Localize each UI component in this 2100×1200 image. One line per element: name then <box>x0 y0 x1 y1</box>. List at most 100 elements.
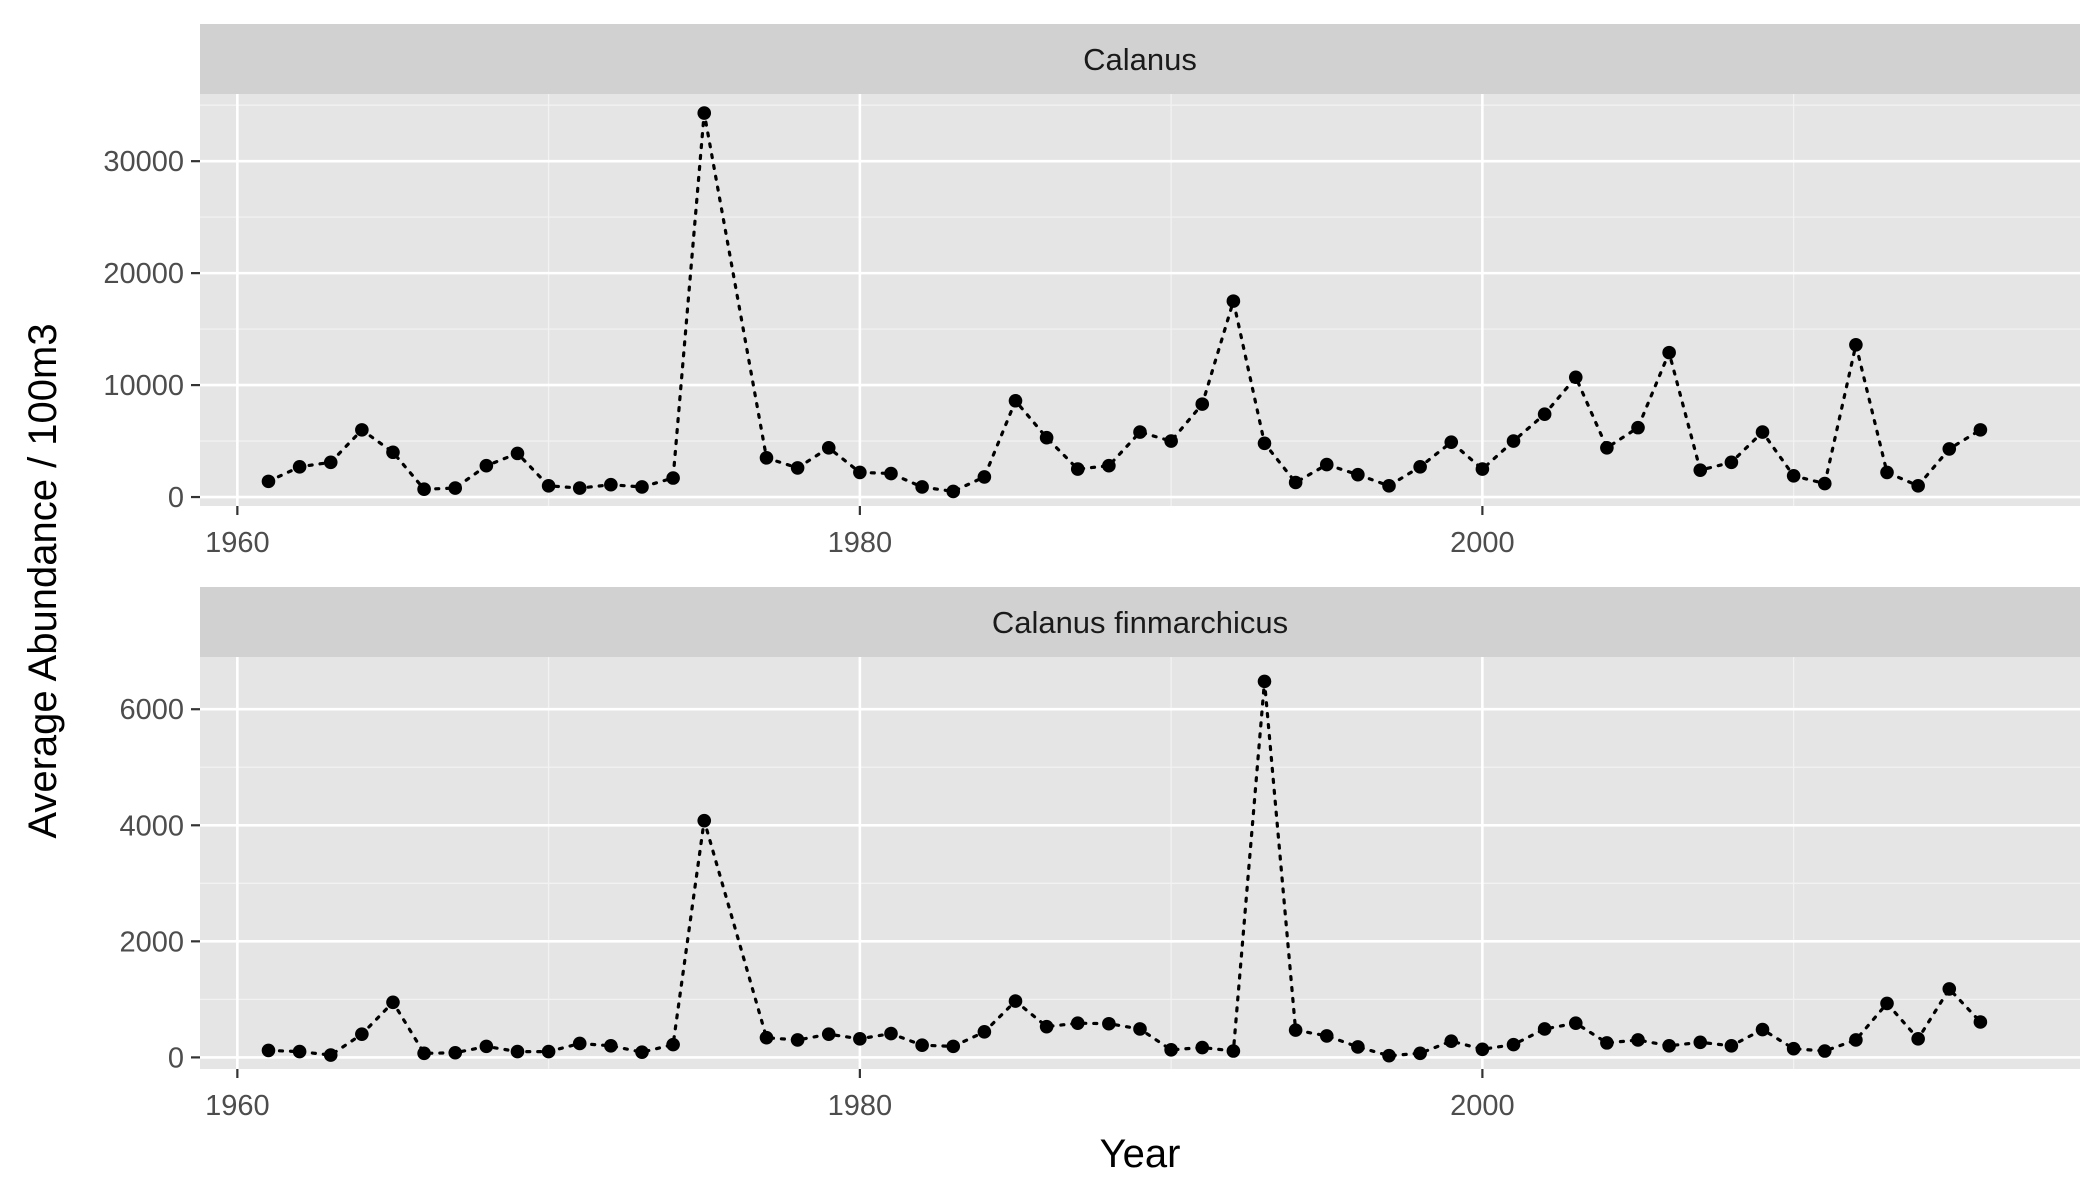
data-point <box>417 1046 431 1061</box>
data-point <box>697 106 712 120</box>
facet-strip-label: Calanus finmarchicus <box>992 605 1288 640</box>
data-point <box>1911 479 1925 493</box>
data-point <box>1537 407 1552 421</box>
data-point <box>541 479 556 493</box>
data-point <box>1880 465 1894 480</box>
data-point <box>1319 457 1334 472</box>
data-point <box>1070 1016 1085 1030</box>
data-point <box>448 1045 463 1060</box>
data-point <box>1537 1022 1552 1036</box>
data-point <box>323 1048 338 1062</box>
data-point <box>635 1045 649 1059</box>
data-point <box>821 440 836 455</box>
data-point <box>1102 1016 1116 1031</box>
data-point <box>386 995 400 1010</box>
data-point <box>1693 1035 1708 1050</box>
data-point <box>1600 1036 1614 1050</box>
data-point <box>884 466 898 481</box>
data-point <box>1475 1042 1490 1057</box>
y-axis-title: Average Abundance / 100m3 <box>21 323 65 838</box>
x-tick-label: 1960 <box>205 1090 270 1122</box>
data-point <box>1506 1037 1521 1052</box>
data-point <box>821 1027 836 1041</box>
x-tick-label: 1960 <box>205 527 270 559</box>
data-point <box>323 455 338 470</box>
data-point <box>884 1026 898 1041</box>
data-point <box>1008 393 1023 408</box>
data-point <box>1413 460 1427 474</box>
facet-panel-0: Calanus 0 10000 20000 30000 1960 1980 2000 <box>103 24 2080 559</box>
data-point <box>604 477 618 492</box>
x-tick-label: 2000 <box>1450 1090 1515 1122</box>
x-tick-label: 1980 <box>828 527 893 559</box>
data-point <box>635 480 649 494</box>
data-point <box>1755 1022 1770 1037</box>
data-point <box>1911 1032 1925 1046</box>
y-tick-label: 10000 <box>103 370 184 402</box>
data-point <box>541 1044 556 1059</box>
data-point <box>1226 294 1241 308</box>
data-point <box>666 1037 680 1052</box>
data-point <box>1164 1043 1178 1057</box>
data-point <box>1973 423 1988 437</box>
data-point <box>1133 425 1147 439</box>
data-point <box>915 1038 929 1053</box>
data-point <box>355 423 369 437</box>
data-point <box>977 1025 992 1039</box>
data-point <box>1631 420 1645 435</box>
data-point <box>1039 430 1054 445</box>
data-point <box>946 484 961 499</box>
facet-strip <box>200 24 2080 94</box>
data-point <box>572 481 587 495</box>
data-point <box>1164 434 1178 448</box>
data-point <box>510 446 525 461</box>
data-point <box>1849 337 1863 352</box>
data-point <box>1662 345 1676 360</box>
data-point <box>1008 994 1023 1008</box>
facet-strip <box>200 587 2080 657</box>
data-point <box>759 451 774 465</box>
data-point <box>417 482 431 497</box>
data-point <box>261 1043 276 1058</box>
data-point <box>1942 982 1957 996</box>
data-point <box>1288 1023 1303 1037</box>
data-point <box>1319 1029 1334 1043</box>
data-point <box>946 1039 961 1054</box>
data-point <box>479 458 494 473</box>
data-point <box>604 1038 618 1053</box>
data-point <box>1382 479 1396 493</box>
data-point <box>790 461 805 475</box>
data-point <box>1568 1016 1583 1030</box>
data-point <box>1662 1038 1676 1053</box>
data-point <box>697 813 712 828</box>
y-tick-label: 2000 <box>119 926 184 958</box>
data-point <box>1973 1015 1988 1029</box>
data-point <box>1039 1019 1054 1034</box>
plot-panel <box>200 94 2080 506</box>
data-point <box>448 481 463 495</box>
data-point <box>853 1032 867 1046</box>
x-axis-title: Year <box>1100 1132 1181 1176</box>
data-point <box>1817 1044 1832 1058</box>
data-point <box>1288 475 1303 490</box>
y-tick-label: 4000 <box>119 810 184 842</box>
data-point <box>977 470 992 484</box>
data-point <box>1631 1033 1645 1047</box>
data-point <box>853 465 867 480</box>
data-point <box>355 1027 369 1041</box>
data-point <box>1849 1033 1863 1047</box>
data-point <box>1195 397 1210 411</box>
facet-strip-label: Calanus <box>1083 42 1197 77</box>
data-point <box>1070 462 1085 476</box>
y-tick-label: 30000 <box>103 146 184 178</box>
data-point <box>1226 1044 1241 1058</box>
data-point <box>1568 370 1583 385</box>
data-point <box>1786 1041 1801 1056</box>
data-point <box>510 1044 525 1059</box>
data-point <box>915 480 929 494</box>
data-point <box>479 1039 494 1054</box>
facet-panel-1: Calanus finmarchicus 0 2000 4000 6000 1960 198… <box>119 587 2080 1122</box>
data-point <box>1817 476 1832 491</box>
